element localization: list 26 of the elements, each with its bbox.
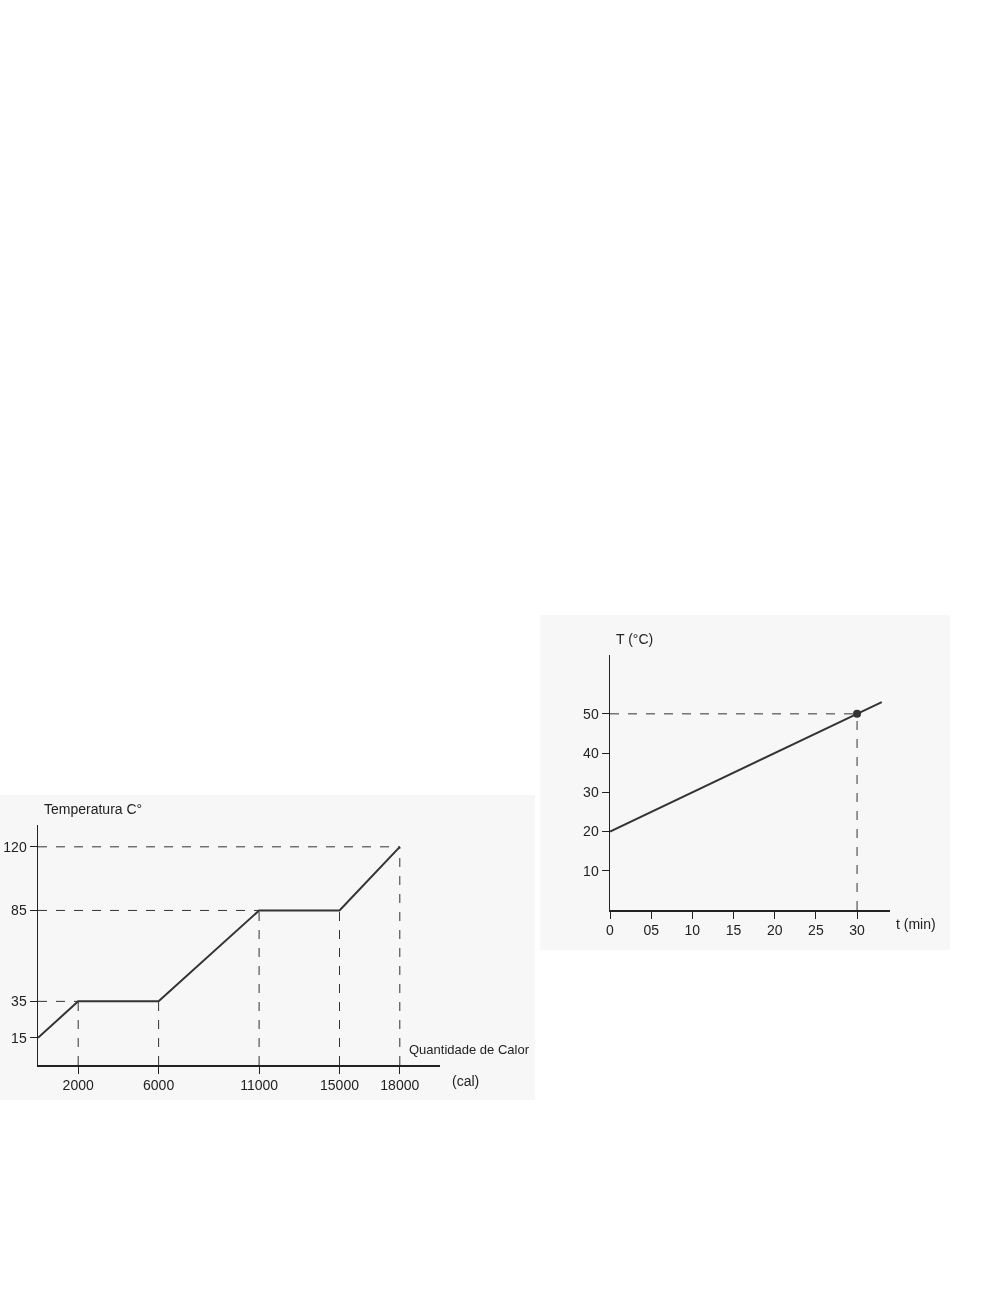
x-tick-label: 2000 <box>62 1077 94 1094</box>
y-tick-label: 35 <box>11 993 27 1010</box>
x-axis-title: Quantidade de Calor <box>409 1042 530 1057</box>
y-tick-label: 20 <box>583 823 599 840</box>
y-tick-label: 15 <box>11 1029 27 1046</box>
y-axis-title: T (°C) <box>616 631 654 647</box>
x-axis-title: t (min) <box>896 916 936 932</box>
x-tick-label: 15000 <box>320 1077 360 1094</box>
y-tick-label: 120 <box>3 838 27 855</box>
y-tick-label: 10 <box>583 862 599 879</box>
x-tick-label: 05 <box>643 922 660 939</box>
x-tick-label: 30 <box>849 922 866 939</box>
text: (cal) <box>452 1073 480 1089</box>
y-tick-label: 40 <box>583 744 599 761</box>
y-tick-label: 30 <box>583 784 599 801</box>
y-tick-label: 50 <box>583 705 599 722</box>
x-tick-label: 25 <box>808 922 824 939</box>
x-tick-label: 20 <box>766 922 783 939</box>
y-axis-title: Temperatura C° <box>44 801 143 817</box>
x-tick-label: 11000 <box>240 1077 279 1094</box>
x-tick-label: 6000 <box>143 1077 175 1094</box>
x-tick-label: 15 <box>725 922 742 939</box>
x-tick-label: 0 <box>606 922 615 939</box>
x-tick-label: 18000 <box>380 1077 420 1094</box>
y-tick-label: 85 <box>11 902 27 919</box>
x-tick-label: 10 <box>684 922 701 939</box>
